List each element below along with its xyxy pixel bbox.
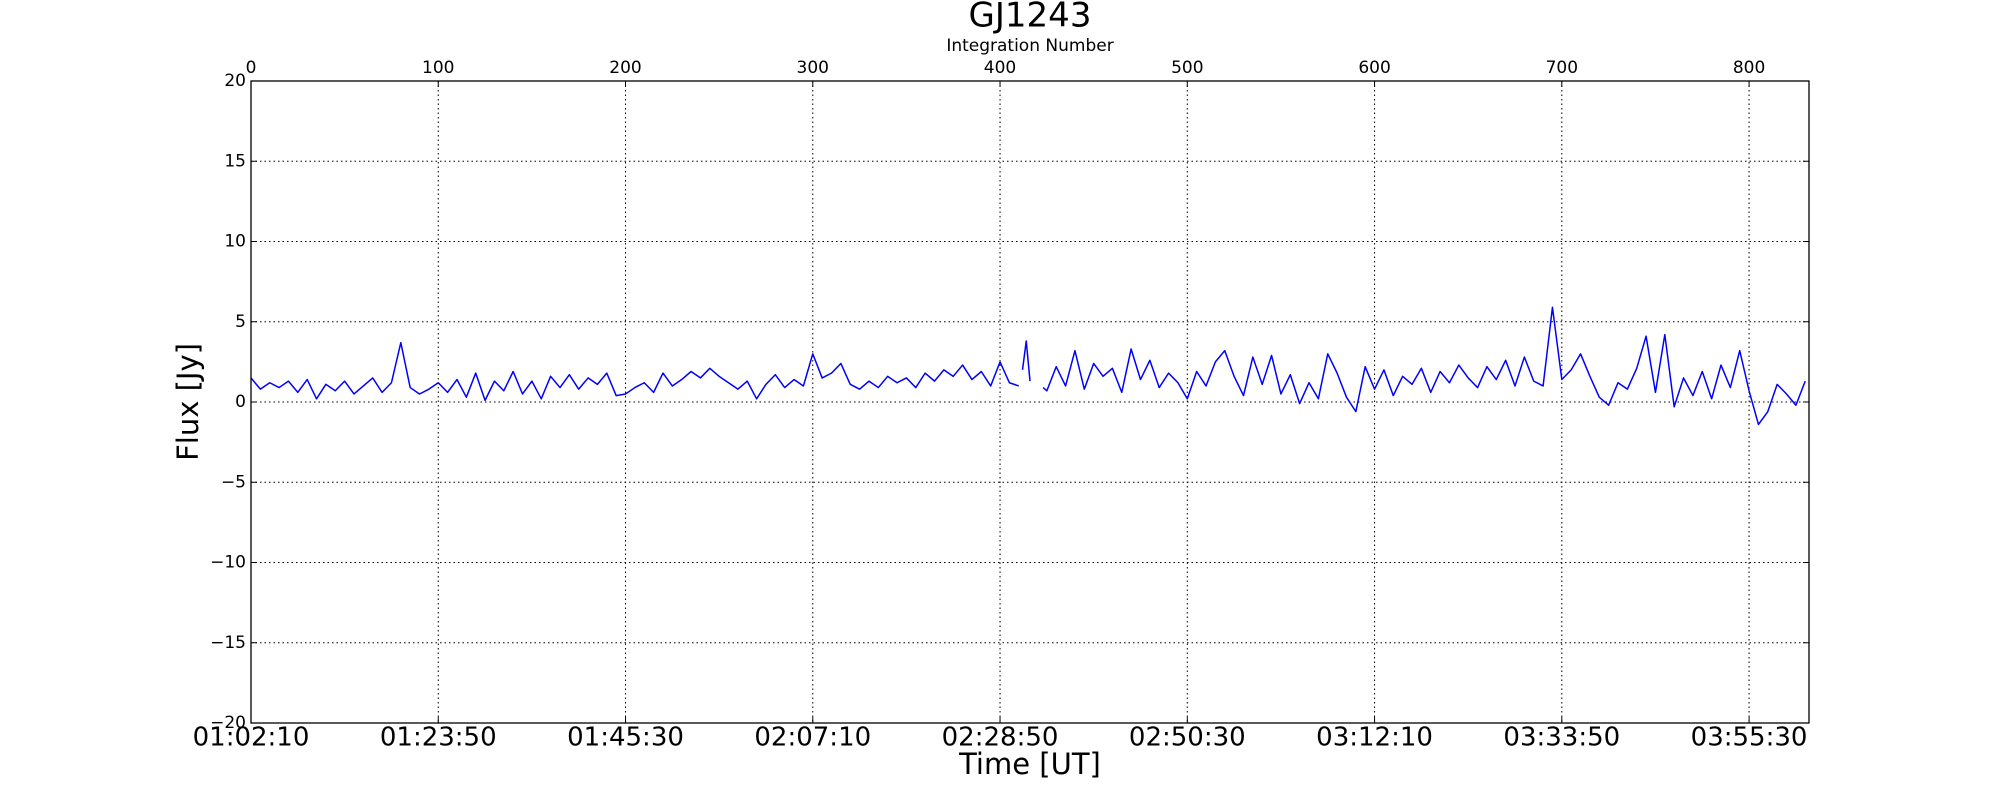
- top-tick-label: 0: [246, 58, 257, 78]
- x-tick-label: 02:28:50: [942, 723, 1059, 753]
- y-tick-label: 20: [224, 71, 246, 91]
- y-tick-label: 0: [235, 392, 246, 412]
- y-axis-label: Flux [Jy]: [171, 343, 205, 461]
- y-tick-label: 15: [224, 151, 246, 171]
- top-tick-label: 300: [797, 58, 829, 78]
- y-tick-label: −5: [221, 472, 246, 492]
- data-line: [250, 306, 1806, 426]
- x-tick-label: 02:50:30: [1129, 723, 1246, 753]
- top-tick-label: 500: [1171, 58, 1203, 78]
- y-tick-label: 5: [235, 312, 246, 332]
- top-tick-label: 600: [1358, 58, 1390, 78]
- y-tick-label: −10: [210, 553, 246, 573]
- top-tick-label: 400: [984, 58, 1016, 78]
- x-tick-label: 01:45:30: [567, 723, 684, 753]
- top-tick-label: 200: [609, 58, 641, 78]
- x-tick-label: 02:07:10: [754, 723, 871, 753]
- plot-frame: [250, 80, 1810, 724]
- x-tick-label: 01:23:50: [380, 723, 497, 753]
- x-tick-label: 03:12:10: [1316, 723, 1433, 753]
- x-axis-label: Time [UT]: [958, 747, 1101, 781]
- top-tick-label: 700: [1546, 58, 1578, 78]
- x-tick-label: 03:55:30: [1691, 723, 1808, 753]
- top-tick-label: 800: [1733, 58, 1765, 78]
- chart-title: GJ1243: [969, 0, 1092, 36]
- y-tick-label: −15: [210, 633, 246, 653]
- y-tick-label: 10: [224, 232, 246, 252]
- y-tick-label: −20: [210, 713, 246, 733]
- x-tick-label: 01:02:10: [193, 723, 310, 753]
- x-tick-label: 03:33:50: [1503, 723, 1620, 753]
- top-axis-label: Integration Number: [946, 36, 1113, 56]
- top-tick-label: 100: [422, 58, 454, 78]
